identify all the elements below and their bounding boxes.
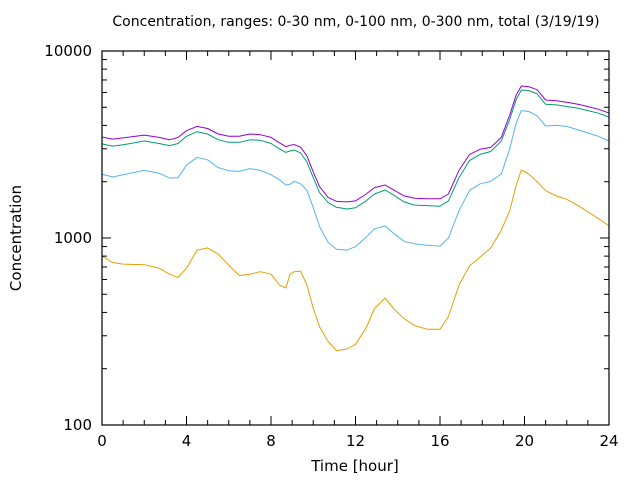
chart-title: Concentration, ranges: 0-30 nm, 0-100 nm…	[112, 14, 599, 30]
y-tick-label: 1000	[54, 229, 92, 247]
series-line-0-300-nm	[101, 89, 610, 210]
x-tick-label: 4	[182, 432, 192, 450]
series-line-0-100-nm	[101, 110, 610, 251]
plot-frame	[101, 50, 610, 426]
series-layer	[101, 85, 610, 352]
y-tick-label: 100	[63, 416, 92, 434]
x-tick-label: 16	[430, 432, 449, 450]
x-tick-label: 12	[346, 432, 365, 450]
x-tick-label: 20	[515, 432, 534, 450]
y-tick-label: 10000	[44, 42, 92, 60]
x-tick-label: 0	[97, 432, 107, 450]
x-tick-label: 24	[599, 432, 618, 450]
x-tick-label: 8	[266, 432, 276, 450]
x-tick-labels: 0 4 8 12 16 20 24	[97, 432, 618, 450]
x-axis-title: Time [hour]	[310, 457, 399, 475]
y-tick-labels: 100 1000 10000	[44, 42, 92, 434]
ticks-layer	[101, 50, 610, 426]
series-line-0-30-nm	[101, 169, 610, 352]
y-axis-title: Concentration	[7, 185, 25, 291]
series-line-total	[101, 85, 610, 203]
